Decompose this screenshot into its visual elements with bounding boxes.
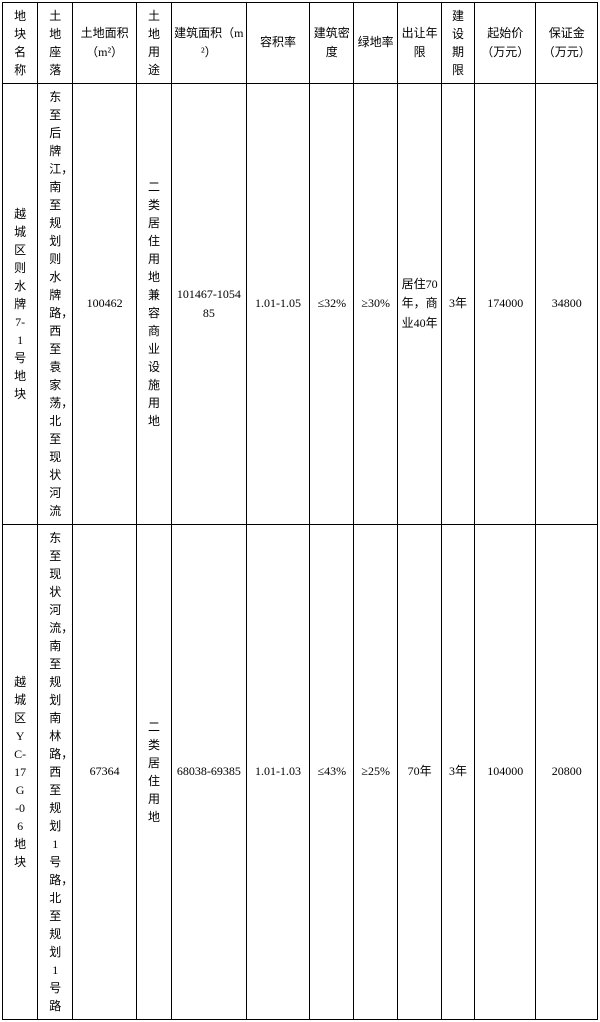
cell-deposit: 34800 xyxy=(536,84,598,525)
cell-green: ≥25% xyxy=(354,525,398,1020)
cell-buildarea: 68038-69385 xyxy=(172,525,247,1020)
cell-deposit: 20800 xyxy=(536,525,598,1020)
table-row: 越城区则水牌7-1号地块 东至后牌江，南至规划则水牌路，西至袁家荡，北至现状河流… xyxy=(3,84,598,525)
cell-period: 3年 xyxy=(442,84,475,525)
table-header-row: 地块名称 土地座落 土地面积（m²） 土地用途 建筑面积（m²） 容积率 建筑密… xyxy=(3,3,598,84)
col-header-period: 建设期限 xyxy=(442,3,475,84)
cell-buildarea: 101467-105485 xyxy=(172,84,247,525)
cell-location: 东至后牌江，南至规划则水牌路，西至袁家荡，北至现状河流 xyxy=(38,84,73,525)
cell-location: 东至现状河流，南至规划南林路，西至规划1号路，北至规划1号路 xyxy=(38,525,73,1020)
col-header-price: 起始价（万元） xyxy=(474,3,535,84)
cell-name: 越城区则水牌7-1号地块 xyxy=(3,84,38,525)
col-header-deposit: 保证金（万元） xyxy=(536,3,598,84)
cell-landuse: 二类居住用地兼容商业设施用地 xyxy=(136,84,171,525)
col-header-term: 出让年限 xyxy=(398,3,442,84)
cell-price: 104000 xyxy=(474,525,535,1020)
cell-density: ≤32% xyxy=(310,84,354,525)
cell-landarea: 67364 xyxy=(73,525,137,1020)
cell-price: 174000 xyxy=(474,84,535,525)
col-header-landuse: 土地用途 xyxy=(136,3,171,84)
table-row: 越城区YC-17G-06地块 东至现状河流，南至规划南林路，西至规划1号路，北至… xyxy=(3,525,598,1020)
cell-period: 3年 xyxy=(442,525,475,1020)
col-header-density: 建筑密度 xyxy=(310,3,354,84)
col-header-buildarea: 建筑面积（m²） xyxy=(172,3,247,84)
cell-name: 越城区YC-17G-06地块 xyxy=(3,525,38,1020)
cell-landarea: 100462 xyxy=(73,84,137,525)
cell-density: ≤43% xyxy=(310,525,354,1020)
cell-far: 1.01-1.05 xyxy=(246,84,310,525)
cell-landuse: 二类居住用地 xyxy=(136,525,171,1020)
cell-green: ≥30% xyxy=(354,84,398,525)
col-header-far: 容积率 xyxy=(246,3,310,84)
col-header-green: 绿地率 xyxy=(354,3,398,84)
col-header-name: 地块名称 xyxy=(3,3,38,84)
cell-term: 70年 xyxy=(398,525,442,1020)
cell-term: 居住70年，商业40年 xyxy=(398,84,442,525)
col-header-location: 土地座落 xyxy=(38,3,73,84)
cell-far: 1.01-1.03 xyxy=(246,525,310,1020)
col-header-landarea: 土地面积（m²） xyxy=(73,3,137,84)
land-parcel-table: 地块名称 土地座落 土地面积（m²） 土地用途 建筑面积（m²） 容积率 建筑密… xyxy=(2,2,598,1020)
